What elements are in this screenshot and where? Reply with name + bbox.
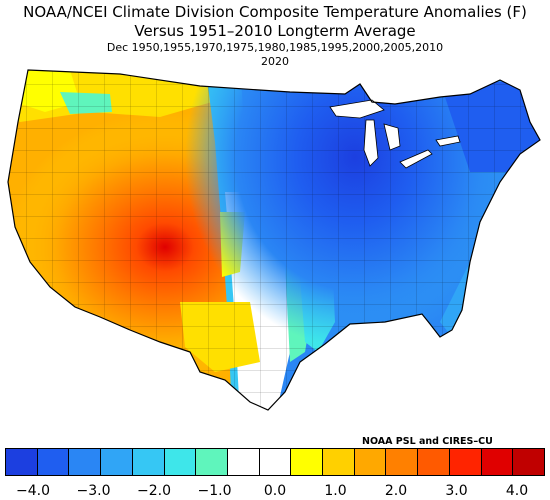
- colorbar-swatch: [196, 449, 228, 475]
- colorbar-ticks: −4.0 −3.0 −2.0 −1.0 0.0 1.0 2.0 3.0 4.0: [0, 483, 550, 499]
- credit-label: NOAA PSL and CIRES–CU: [362, 436, 493, 447]
- lake-huron: [383, 123, 401, 151]
- colorbar-swatch: [513, 449, 544, 475]
- colorbar-tick-label: 2.0: [384, 483, 408, 499]
- colorbar-swatch: [259, 449, 292, 475]
- colorbar-swatch: [449, 449, 482, 475]
- lake-michigan: [363, 119, 379, 167]
- colorbar-tick-label: 1.0: [324, 483, 347, 499]
- colorbar-swatch: [101, 449, 133, 475]
- colorbar-swatch: [354, 449, 387, 475]
- colorbar-swatch: [481, 449, 514, 475]
- colorbar-swatch: [37, 449, 70, 475]
- colorbar-swatch: [227, 449, 260, 475]
- colorbar-tick-label: −3.0: [76, 483, 111, 499]
- colorbar-tick-label: −1.0: [197, 483, 232, 499]
- colorbar-swatch: [164, 449, 197, 475]
- colorbar-swatch: [386, 449, 419, 475]
- map-title: NOAA/NCEI Climate Division Composite Tem…: [23, 3, 527, 21]
- colorbar-swatch: [6, 449, 38, 475]
- lake-erie: [399, 149, 433, 169]
- lake-ontario: [435, 135, 461, 147]
- lake-superior: [329, 99, 385, 119]
- colorbar-tick-label: −2.0: [137, 483, 171, 499]
- target-year: 2020: [261, 55, 289, 68]
- colorbar-tick-label: 3.0: [445, 483, 468, 499]
- us-anomaly-map: [7, 69, 541, 411]
- colorbar-swatch: [132, 449, 165, 475]
- colorbar: [5, 448, 545, 476]
- colorbar-tick-label: −4.0: [16, 483, 50, 499]
- colorbar-swatch: [291, 449, 324, 475]
- composite-years: Dec 1950,1955,1970,1975,1980,1985,1995,2…: [106, 41, 444, 54]
- colorbar-swatch: [418, 449, 450, 475]
- climate-division-lines: [8, 70, 540, 410]
- colorbar-swatch: [323, 449, 355, 475]
- map-subtitle: Versus 1951–2010 Longterm Average: [134, 22, 416, 40]
- colorbar-swatch: [69, 449, 102, 475]
- colorbar-tick-label: 4.0: [505, 483, 529, 499]
- colorbar-tick-label: 0.0: [263, 483, 287, 499]
- us-outline: [7, 69, 541, 411]
